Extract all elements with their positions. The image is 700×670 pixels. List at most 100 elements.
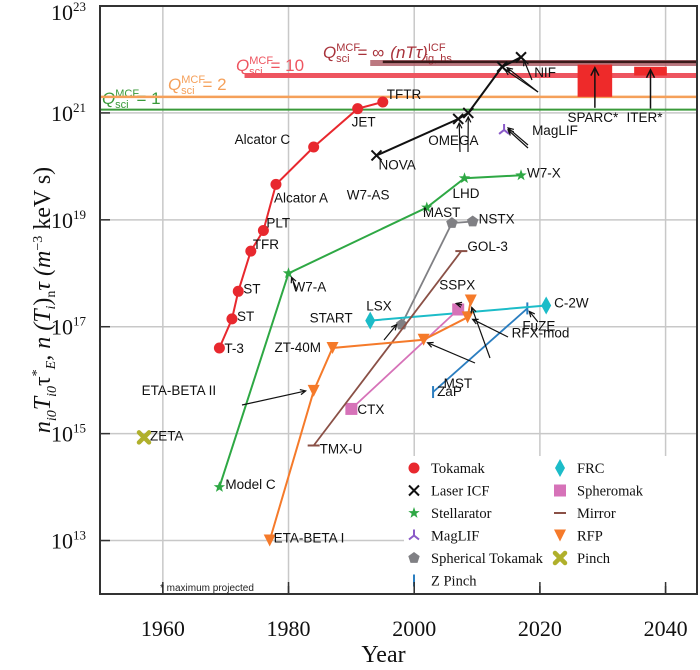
series-spheromak <box>345 303 465 415</box>
marker-star <box>458 172 471 184</box>
projected-boxes: SPARC* ITER* <box>567 64 667 125</box>
x-tick-label: 2000 <box>392 616 436 641</box>
point-label: TFR <box>253 237 279 252</box>
point-label: PLT <box>266 216 290 231</box>
series-maglif <box>498 123 510 135</box>
marker-tri-down <box>263 534 276 547</box>
x-tick-label: 2040 <box>644 616 688 641</box>
point-label: ST <box>243 281 260 296</box>
point-label: NIF <box>534 65 556 80</box>
legend-item: Tokamak <box>408 461 485 477</box>
arrowhead <box>470 306 477 314</box>
y-tick-label: 1019 <box>51 207 86 233</box>
marker-circle <box>408 462 420 474</box>
legend-label: MagLIF <box>431 529 479 545</box>
band-label: QMCF sci = ∞ (nTτ)ICF ig, hs <box>323 42 452 65</box>
grid <box>100 6 697 594</box>
legend-label: Pinch <box>577 551 611 567</box>
marker-diamond <box>555 459 565 477</box>
arrowhead <box>645 68 656 79</box>
point-label: ETA-BETA I <box>274 531 345 546</box>
point-label: LHD <box>452 186 479 201</box>
marker-diamond <box>365 311 376 330</box>
marker-circle <box>270 178 282 190</box>
marker-circle <box>377 96 389 108</box>
marker-star <box>515 169 527 181</box>
point-label: W7-X <box>527 165 561 180</box>
marker-tri <box>498 123 510 135</box>
annotation-arrow <box>472 318 509 338</box>
arrowhead <box>504 68 512 76</box>
band-label: QMCF sci = 1 <box>102 88 161 111</box>
legend-label: Z Pinch <box>431 574 477 590</box>
marker-pentagon <box>408 552 420 563</box>
point-label: T-3 <box>224 341 244 356</box>
marker-tri-down <box>326 341 339 354</box>
y-tick-label: 1017 <box>51 314 87 340</box>
marker-square <box>452 303 465 316</box>
point-label: ZT-40M <box>275 340 322 355</box>
annotation-arrow <box>523 60 533 81</box>
arrowhead <box>465 115 472 123</box>
legend-item: Stellarator <box>408 506 492 522</box>
plot-frame <box>99 5 698 595</box>
projected-label: SPARC* <box>567 110 619 125</box>
x-axis-title: Year <box>361 642 405 668</box>
y-tick-label: 1023 <box>51 0 86 25</box>
point-label: TMX-U <box>320 441 363 456</box>
marker-pentagon <box>466 215 479 227</box>
y-axis-title: ni0Ti0τ*E, n (Ti)nτ (m−3 keV s) <box>30 167 60 433</box>
point-label: ETA-BETA II <box>142 383 217 398</box>
x-tick-label: 1980 <box>267 616 311 641</box>
marker-square <box>554 484 566 497</box>
legend-label: Mirror <box>577 506 616 522</box>
x-tick-label: 2020 <box>518 616 562 641</box>
annotation-arrow <box>506 67 539 93</box>
legend-item: Mirror <box>554 506 616 522</box>
y-tick-label: 1015 <box>51 421 86 447</box>
legend-label: Spheromak <box>577 484 644 500</box>
arrowhead <box>290 276 297 284</box>
series-z-pinch <box>432 302 529 399</box>
series-stellarator <box>213 169 527 492</box>
band-label: QMCF sci = 2 <box>168 74 227 97</box>
point-label: MAST <box>423 205 461 220</box>
point-label: MST <box>444 376 473 391</box>
arrowhead <box>507 127 515 134</box>
marker-star <box>421 201 433 213</box>
marker-circle <box>308 141 320 153</box>
y-tick-label: 1021 <box>51 100 86 126</box>
series-line <box>350 308 459 410</box>
marker-x <box>370 149 383 162</box>
marker-tri-down <box>464 294 477 307</box>
annotation-arrow <box>458 122 461 153</box>
marker-cross <box>136 430 152 445</box>
marker-tri-down <box>307 384 320 397</box>
marker-tri <box>408 529 420 541</box>
series-rfp <box>263 294 477 547</box>
point-label: Model C <box>225 477 276 492</box>
arrowhead <box>528 310 536 318</box>
y-tick-label: 1013 <box>51 528 86 554</box>
marker-cross <box>552 550 568 566</box>
legend-label: RFP <box>577 529 603 545</box>
arrowhead <box>426 341 434 348</box>
legend-label: Spherical Tokamak <box>431 551 544 567</box>
point-label: SSPX <box>439 278 475 293</box>
annotation-arrows <box>241 58 539 406</box>
point-label: TFTR <box>387 87 422 102</box>
series-laser-icf <box>370 51 527 162</box>
point-label: ST <box>237 309 254 324</box>
marker-tri-down <box>417 333 430 346</box>
marker-circle <box>213 342 225 354</box>
point-label: FuZE <box>522 318 555 333</box>
threshold-bands: QMCF sci = 1 QMCF sci = 2 QMCF sci = 10 QMCF sci = … <box>100 42 697 111</box>
point-label: NOVA <box>379 157 416 172</box>
legend-label: Stellarator <box>431 506 492 522</box>
annotation-arrow <box>427 342 476 364</box>
annotation-arrow <box>383 324 398 341</box>
marker-circle <box>245 245 257 257</box>
point-label: MagLIF <box>532 123 578 138</box>
point-label: NSTX <box>479 212 515 227</box>
arrowhead <box>390 323 398 331</box>
